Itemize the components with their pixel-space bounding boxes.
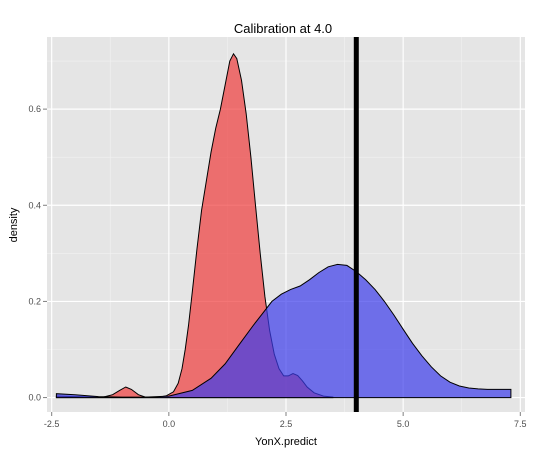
y-axis-label: density <box>8 207 20 242</box>
x-tick-label: 0.0 <box>163 419 176 429</box>
x-tick-label: 2.5 <box>280 419 293 429</box>
x-tick-label: -2.5 <box>44 419 60 429</box>
y-tick-label: 0.4 <box>28 200 41 210</box>
density-area-2 <box>55 263 512 399</box>
y-tick-label: 0.0 <box>28 393 41 403</box>
y-tick-label: 0.2 <box>28 296 41 306</box>
chart-title: Calibration at 4.0 <box>234 21 332 36</box>
x-axis-label: YonX.predict <box>255 436 317 448</box>
x-tick-label: 5.0 <box>397 419 410 429</box>
y-tick-label: 0.6 <box>28 104 41 114</box>
density-areas <box>55 52 512 399</box>
x-tick-label: 7.5 <box>514 419 527 429</box>
axes: -2.5 0.0 2.5 5.0 7.5 0.0 0.2 0.4 0.6 <box>28 104 526 429</box>
